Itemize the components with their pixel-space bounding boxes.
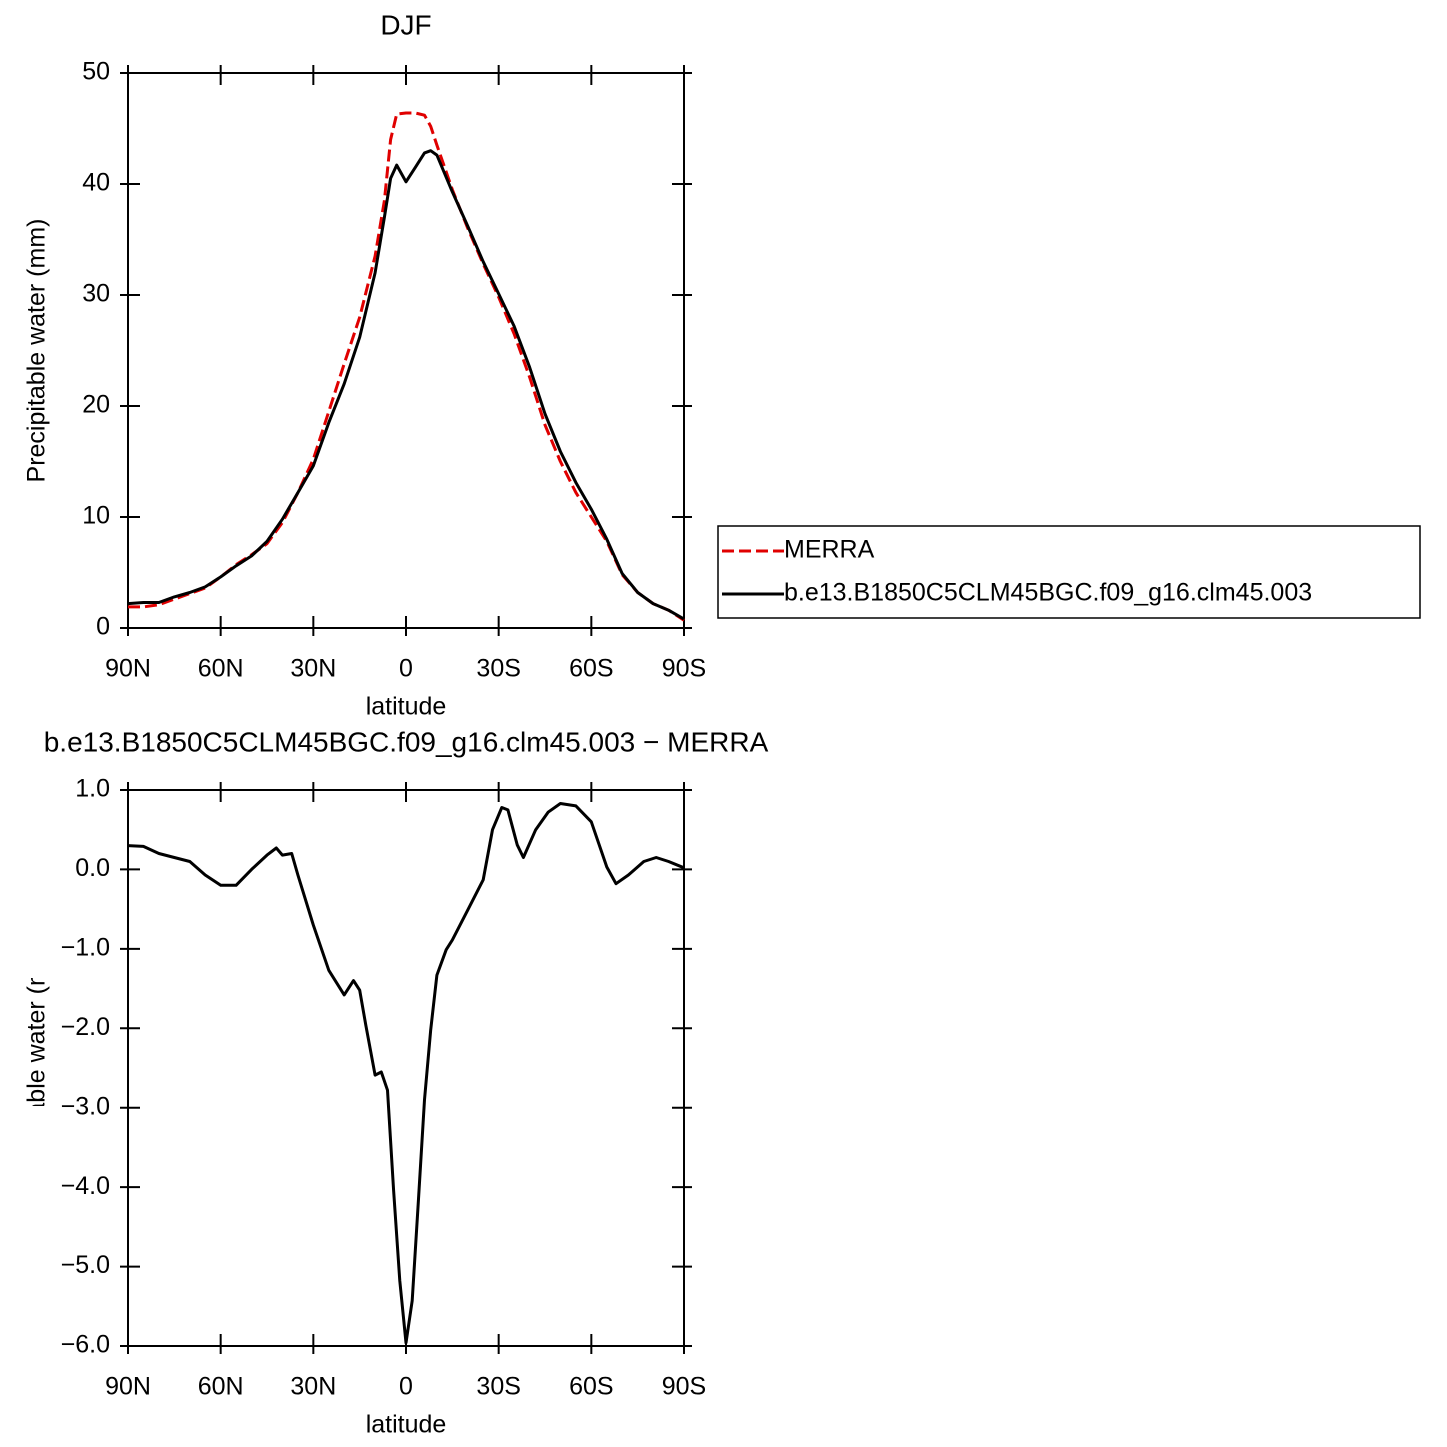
plot-frame	[127, 789, 685, 1347]
y-tick-label: 10	[82, 502, 110, 530]
x-tick-label: 60N	[198, 1373, 244, 1401]
panel: b.e13.B1850C5CLM45BGC.f09_g16.clm45.003 …	[23, 726, 769, 1438]
y-tick-label: 40	[82, 169, 110, 197]
y-tick-label: −3.0	[61, 1092, 110, 1120]
y-axis-label: Precipitable water (mm)	[23, 219, 51, 483]
chart-title: DJF	[380, 9, 431, 40]
y-tick-label: −4.0	[61, 1172, 110, 1200]
y-tick-label: 50	[82, 58, 110, 86]
x-tick-label: 60N	[198, 655, 244, 683]
plot-frame	[127, 72, 685, 629]
y-tick-label: 0.0	[75, 854, 110, 882]
x-tick-label: 30S	[476, 1373, 520, 1401]
data-line	[127, 802, 685, 1345]
data-line	[127, 149, 685, 621]
x-tick-label: 30S	[476, 655, 520, 683]
legend-label: b.e13.B1850C5CLM45BGC.f09_g16.clm45.003	[784, 579, 1312, 607]
y-tick-label: −2.0	[61, 1013, 110, 1041]
x-tick-label: 0	[399, 1373, 413, 1401]
x-tick-label: 30N	[290, 1373, 336, 1401]
y-axis-label: Precipitable water (mm)	[23, 936, 51, 1200]
x-axis-label: latitude	[366, 1411, 447, 1439]
x-tick-label: 60S	[569, 655, 613, 683]
chart-title: b.e13.B1850C5CLM45BGC.f09_g16.clm45.003 …	[44, 726, 769, 757]
y-tick-label: −1.0	[61, 933, 110, 961]
legend-label: MERRA	[784, 536, 875, 564]
y-tick-label: 20	[82, 391, 110, 419]
legend-box	[717, 525, 1421, 619]
data-line	[128, 111, 685, 622]
y-tick-label: −5.0	[61, 1251, 110, 1279]
y-tick-label: −6.0	[61, 1331, 110, 1359]
x-tick-label: 90S	[662, 1373, 706, 1401]
x-tick-label: 90N	[105, 1373, 151, 1401]
x-tick-label: 90N	[105, 655, 151, 683]
x-axis-label: latitude	[366, 693, 447, 721]
x-tick-label: 0	[399, 655, 413, 683]
x-tick-label: 90S	[662, 655, 706, 683]
x-tick-label: 60S	[569, 1373, 613, 1401]
y-tick-label: 0	[96, 613, 110, 641]
y-tick-label: 1.0	[75, 775, 110, 803]
y-tick-label: 30	[82, 280, 110, 308]
panel: DJF latitude Precipitable water (mm) 90N 60N…	[23, 9, 1421, 721]
x-tick-label: 30N	[290, 655, 336, 683]
